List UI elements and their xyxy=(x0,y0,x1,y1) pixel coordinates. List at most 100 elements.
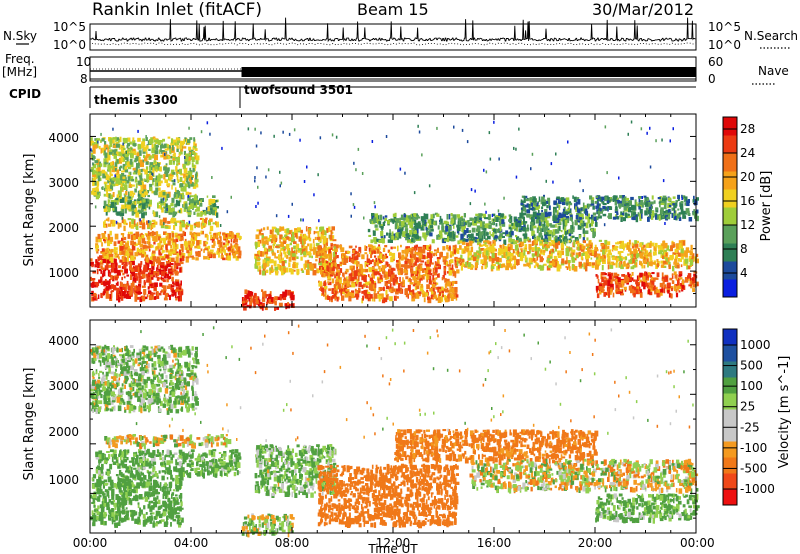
heatmap-cell xyxy=(205,241,209,245)
heatmap-cell xyxy=(417,276,420,281)
heatmap-cell xyxy=(413,230,417,234)
heatmap-cell xyxy=(149,187,153,192)
heatmap-cell xyxy=(147,241,150,245)
heatmap-cell xyxy=(163,166,167,171)
nave-tick-bottom: 0 xyxy=(708,72,716,86)
heatmap-cell xyxy=(516,259,520,265)
heatmap-cell xyxy=(136,222,139,226)
heatmap-cell xyxy=(476,241,481,245)
heatmap-cell xyxy=(149,162,154,168)
heatmap-cell xyxy=(128,291,133,295)
heatmap-cell xyxy=(290,229,293,234)
heatmap-cell xyxy=(96,138,100,141)
heatmap-cell xyxy=(163,239,166,245)
heatmap-cell xyxy=(592,262,596,266)
heatmap-cell xyxy=(485,240,490,244)
heatmap-cell xyxy=(663,240,665,247)
heatmap-cell xyxy=(538,227,541,230)
heatmap-cell xyxy=(589,217,592,220)
heatmap-cell xyxy=(307,243,310,247)
heatmap-cell xyxy=(454,246,457,252)
heatmap-cell xyxy=(681,256,684,260)
heatmap-cell xyxy=(437,297,442,303)
heatmap-cell xyxy=(577,243,582,249)
heatmap-cell xyxy=(340,291,343,296)
heatmap-cell xyxy=(501,222,506,227)
heatmap-cell xyxy=(654,242,658,248)
heatmap-cell xyxy=(431,218,434,224)
heatmap-cell xyxy=(126,280,129,285)
heatmap-cell xyxy=(122,163,126,170)
heatmap-cell xyxy=(174,269,177,272)
heatmap-cell xyxy=(201,198,204,201)
heatmap-cell xyxy=(133,212,137,215)
heatmap-cell xyxy=(102,291,106,295)
heatmap-cell xyxy=(307,228,312,235)
heatmap-cell xyxy=(658,215,661,221)
heatmap-cell xyxy=(596,249,599,252)
heatmap-cell xyxy=(675,215,678,221)
heatmap-cell xyxy=(211,238,215,243)
heatmap-cell xyxy=(493,258,497,261)
heatmap-cell xyxy=(110,292,113,298)
heatmap-cell xyxy=(127,176,131,181)
heatmap-cell xyxy=(419,277,423,281)
heatmap-cell xyxy=(132,203,136,209)
heatmap-cell xyxy=(663,197,668,201)
heatmap-cell xyxy=(348,245,353,249)
heatmap-cell xyxy=(578,251,581,257)
heatmap-cell xyxy=(545,201,550,204)
heatmap-cell xyxy=(158,268,162,272)
heatmap-cell xyxy=(182,146,187,149)
heatmap-cell xyxy=(348,256,351,262)
heatmap-cell xyxy=(139,266,141,272)
heatmap-cell xyxy=(441,222,444,229)
heatmap-cell xyxy=(446,221,450,224)
heatmap-cell xyxy=(108,193,111,199)
heatmap-cell xyxy=(138,283,142,288)
heatmap-cell xyxy=(159,219,162,225)
heatmap-cell xyxy=(332,248,334,251)
heatmap-cell xyxy=(538,219,541,226)
heatmap-cell xyxy=(540,250,543,253)
heatmap-cell xyxy=(363,276,367,282)
heatmap-cell xyxy=(126,250,129,257)
heatmap-cell xyxy=(308,233,311,238)
heatmap-cell xyxy=(164,207,168,213)
heatmap-cell xyxy=(585,243,590,247)
heatmap-cell xyxy=(100,148,103,154)
heatmap-cell xyxy=(196,212,200,217)
heatmap-cell xyxy=(593,253,597,258)
heatmap-cell xyxy=(419,258,422,262)
heatmap-cell xyxy=(103,206,108,212)
heatmap-cell xyxy=(491,253,495,259)
heatmap-cell xyxy=(184,159,187,165)
heatmap-cell xyxy=(600,196,605,201)
heatmap-cell xyxy=(178,191,180,194)
heatmap-cell xyxy=(171,293,174,297)
heatmap-cell xyxy=(688,250,692,253)
heatmap-cell xyxy=(422,246,425,253)
heatmap-cell xyxy=(660,254,663,258)
heatmap-cell xyxy=(522,233,525,237)
heatmap-cell xyxy=(97,171,102,177)
heatmap-cell xyxy=(134,285,136,291)
heatmap-cell xyxy=(378,225,381,228)
heatmap-cell xyxy=(333,253,337,259)
heatmap-cell xyxy=(195,257,199,261)
heatmap-cell xyxy=(487,247,489,253)
heatmap-cell xyxy=(547,265,552,268)
heatmap-cell xyxy=(138,272,140,276)
heatmap-cell xyxy=(540,235,544,241)
heatmap-cell xyxy=(279,249,282,255)
heatmap-cell xyxy=(202,223,205,226)
heatmap-cell xyxy=(497,215,501,219)
heatmap-cell xyxy=(406,239,411,243)
heatmap-cell xyxy=(553,220,557,223)
heatmap-cell xyxy=(414,285,418,291)
heatmap-cell xyxy=(319,255,324,260)
heatmap-cell xyxy=(449,292,452,299)
heatmap-cell xyxy=(129,159,133,165)
heatmap-cell xyxy=(142,249,145,255)
heatmap-cell xyxy=(588,240,591,245)
